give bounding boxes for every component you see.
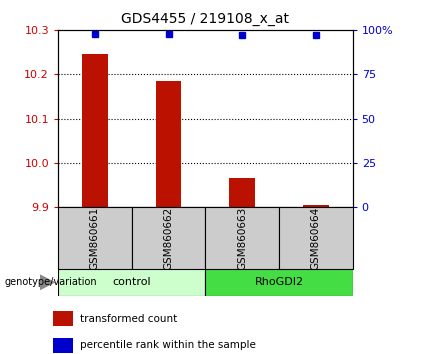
Bar: [58, 269, 206, 296]
Text: percentile rank within the sample: percentile rank within the sample: [80, 340, 256, 350]
Text: GSM860663: GSM860663: [237, 206, 247, 270]
Bar: [156, 81, 181, 207]
Bar: [82, 55, 108, 207]
Bar: [279, 207, 353, 269]
Text: GSM860662: GSM860662: [163, 206, 174, 270]
Text: GSM860664: GSM860664: [311, 206, 321, 270]
Bar: [53, 311, 73, 326]
Bar: [206, 269, 353, 296]
Polygon shape: [40, 274, 55, 290]
Text: GSM860661: GSM860661: [90, 206, 100, 270]
Bar: [132, 207, 206, 269]
Bar: [58, 207, 132, 269]
Text: RhoGDI2: RhoGDI2: [255, 277, 304, 287]
Bar: [53, 338, 73, 353]
Bar: [303, 205, 329, 207]
Title: GDS4455 / 219108_x_at: GDS4455 / 219108_x_at: [121, 12, 289, 26]
Text: control: control: [112, 277, 151, 287]
Text: genotype/variation: genotype/variation: [4, 277, 97, 287]
Text: transformed count: transformed count: [80, 314, 178, 324]
Bar: [229, 178, 255, 207]
Bar: [206, 207, 279, 269]
